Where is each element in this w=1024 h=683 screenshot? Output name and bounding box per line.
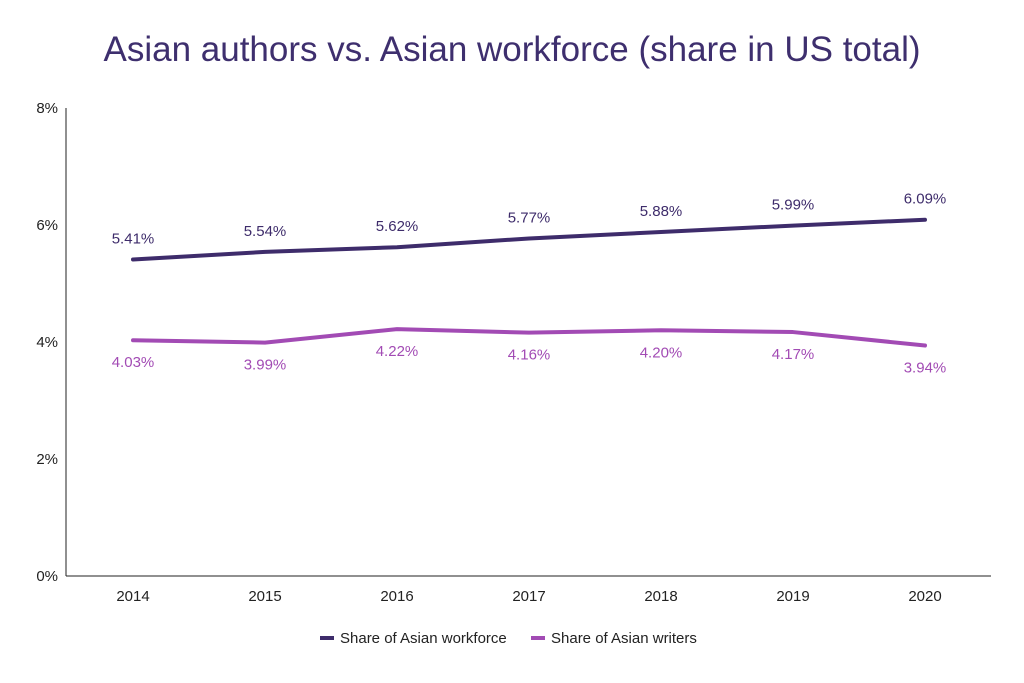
series-lines (131, 217, 927, 348)
x-tick-label: 2018 (644, 588, 677, 605)
y-tick-label: 8% (36, 100, 58, 117)
data-label: 5.41% (112, 231, 155, 248)
legend-item: Share of Asian writers (531, 630, 697, 647)
data-label: 4.17% (772, 346, 815, 363)
data-label: 4.16% (508, 347, 551, 364)
x-tick-label: 2019 (776, 588, 809, 605)
legend: Share of Asian workforce Share of Asian w… (320, 630, 697, 647)
legend-label: Share of Asian workforce (340, 630, 507, 647)
data-label: 5.62% (376, 218, 419, 235)
y-tick-label: 6% (36, 217, 58, 234)
y-tick-label: 2% (36, 451, 58, 468)
y-tick-label: 4% (36, 334, 58, 351)
data-label: 3.99% (244, 357, 287, 374)
x-tick-label: 2014 (116, 588, 149, 605)
data-label: 5.54% (244, 223, 287, 240)
data-label: 5.99% (772, 197, 815, 214)
data-labels: 5.41% 5.54% 5.62% 5.77% 5.88% 5.99% 6.09% 4.03%… (112, 191, 947, 377)
x-tick-label: 2016 (380, 588, 413, 605)
y-tick-labels: 0% 2% 4% 6% 8% (36, 100, 58, 585)
x-tick-label: 2015 (248, 588, 281, 605)
axes (65, 108, 991, 577)
data-label: 5.77% (508, 209, 551, 226)
x-tick-labels: 2014 2015 2016 2017 2018 2019 2020 (116, 588, 941, 605)
chart-title: Asian authors vs. Asian workforce (share… (103, 30, 921, 69)
legend-item: Share of Asian workforce (320, 630, 507, 647)
x-tick-label: 2017 (512, 588, 545, 605)
data-label: 3.94% (904, 360, 947, 377)
data-label: 4.22% (376, 343, 419, 360)
data-label: 4.03% (112, 354, 155, 371)
data-label: 6.09% (904, 191, 947, 208)
x-tick-label: 2020 (908, 588, 941, 605)
series-line (131, 217, 927, 262)
data-label: 4.20% (640, 344, 683, 361)
y-tick-label: 0% (36, 568, 58, 585)
data-label: 5.88% (640, 203, 683, 220)
legend-label: Share of Asian writers (551, 630, 697, 647)
series-line (131, 327, 927, 348)
